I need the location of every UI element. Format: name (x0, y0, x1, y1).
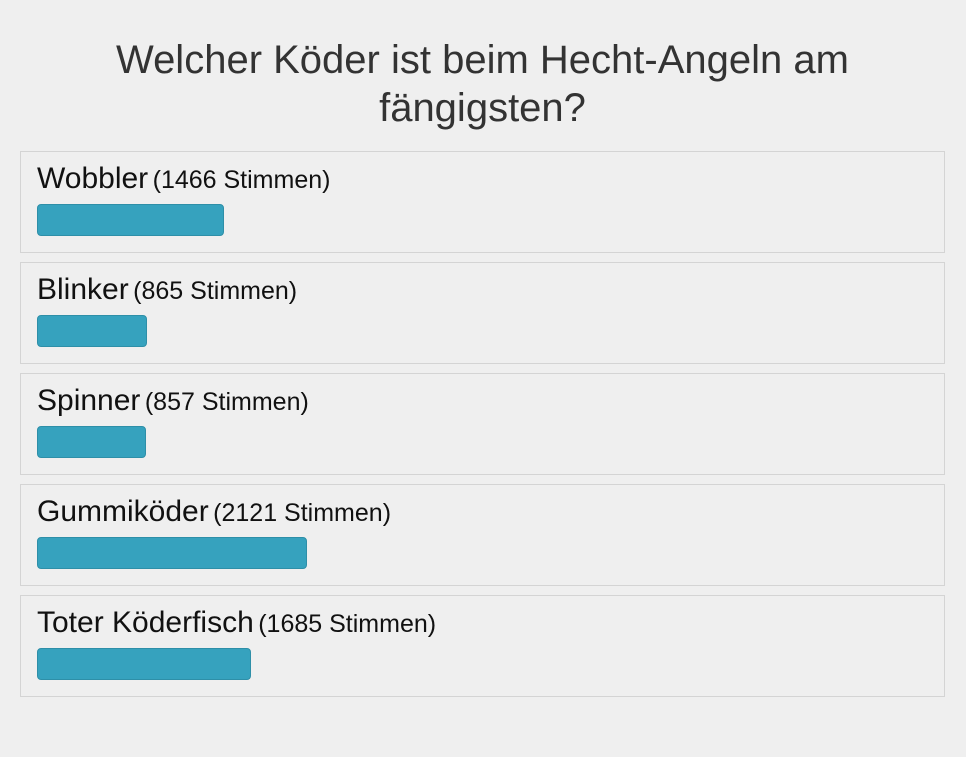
poll-options: Wobbler (1466 Stimmen) Blinker (865 Stim… (20, 151, 945, 697)
option-vote-count: (1466 Stimmen) (152, 166, 331, 194)
result-bar (37, 426, 147, 458)
poll-option-blinker: Blinker (865 Stimmen) (20, 262, 945, 364)
option-text: Blinker (865 Stimmen) (37, 273, 297, 307)
option-text: Toter Köderfisch (1685 Stimmen) (37, 606, 436, 640)
result-bar (37, 204, 224, 236)
result-bar (37, 315, 148, 347)
option-vote-count: (1685 Stimmen) (258, 610, 437, 638)
option-label: Spinner (37, 384, 141, 417)
option-label: Wobbler (37, 162, 149, 195)
option-vote-count: (865 Stimmen) (133, 277, 298, 305)
poll-question: Welcher Köder ist beim Hecht-Angeln am f… (116, 38, 849, 130)
result-bar-track (37, 315, 927, 347)
option-label: Blinker (37, 273, 129, 306)
option-label: Gummiköder (37, 495, 209, 528)
result-bar-track (37, 648, 927, 680)
option-vote-count: (857 Stimmen) (144, 388, 309, 416)
poll-option-spinner: Spinner (857 Stimmen) (20, 373, 945, 475)
poll-option-toter-koederfisch: Toter Köderfisch (1685 Stimmen) (20, 595, 945, 697)
option-text: Gummiköder (2121 Stimmen) (37, 495, 391, 529)
result-bar (37, 648, 252, 680)
result-bar-track (37, 537, 927, 569)
poll: Welcher Köder ist beim Hecht-Angeln am f… (20, 0, 945, 697)
poll-option-wobbler: Wobbler (1466 Stimmen) (20, 151, 945, 253)
result-bar-track (37, 204, 927, 236)
poll-option-gummikoeder: Gummiköder (2121 Stimmen) (20, 484, 945, 586)
option-vote-count: (2121 Stimmen) (213, 499, 392, 527)
result-bar (37, 537, 307, 569)
option-text: Wobbler (1466 Stimmen) (37, 162, 330, 196)
option-text: Spinner (857 Stimmen) (37, 384, 309, 418)
result-bar-track (37, 426, 927, 458)
option-label: Toter Köderfisch (37, 606, 254, 639)
